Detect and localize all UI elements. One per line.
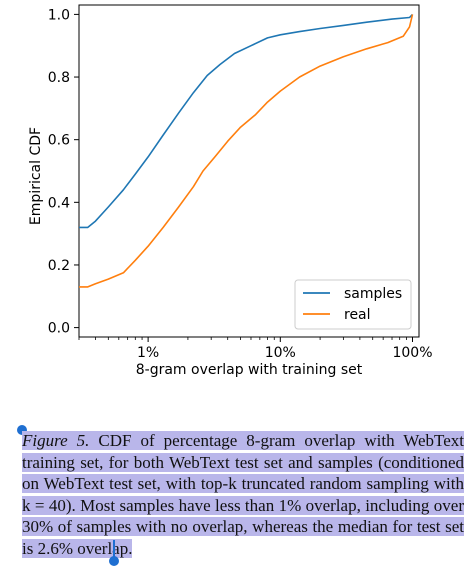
legend: samples real [294,279,412,330]
selection-start-handle[interactable] [17,425,27,435]
y-tick-label: 0.6 [48,133,70,149]
caption-text: CDF of percentage 8-gram overlap with We… [22,431,464,558]
cdf-chart: 0.0 0.2 0.4 0.6 0.8 1.0 1% 10% 100% Empirical C… [28,4,433,378]
plot-frame [78,4,420,338]
legend-label-samples: samples [344,286,402,302]
y-tick-label: 1.0 [48,7,70,23]
selection-end-handle[interactable] [109,556,119,566]
figure-caption[interactable]: Figure 5. CDF of percentage 8-gram overl… [22,430,464,560]
series-lines [79,13,414,288]
x-ticks: 1% 10% 100% [78,337,433,361]
y-tick-label: 0.2 [48,258,70,274]
x-tick-label: 100% [392,345,432,361]
y-tick-label: 0.4 [48,195,70,211]
x-axis-label: 8-gram overlap with training set [136,362,363,378]
selection-end-bar [113,540,115,558]
series-line-real [79,14,414,288]
y-ticks: 0.0 0.2 0.4 0.6 0.8 1.0 [48,7,79,337]
x-tick-label: 10% [265,345,296,361]
legend-label-real: real [344,307,371,323]
y-tick-label: 0.0 [48,321,70,337]
x-tick-label: 1% [137,345,159,361]
series-line-samples [79,13,414,229]
y-tick-label: 0.8 [48,70,70,86]
y-axis-label: Empirical CDF [28,127,44,225]
figure-label: Figure 5. [22,431,90,450]
